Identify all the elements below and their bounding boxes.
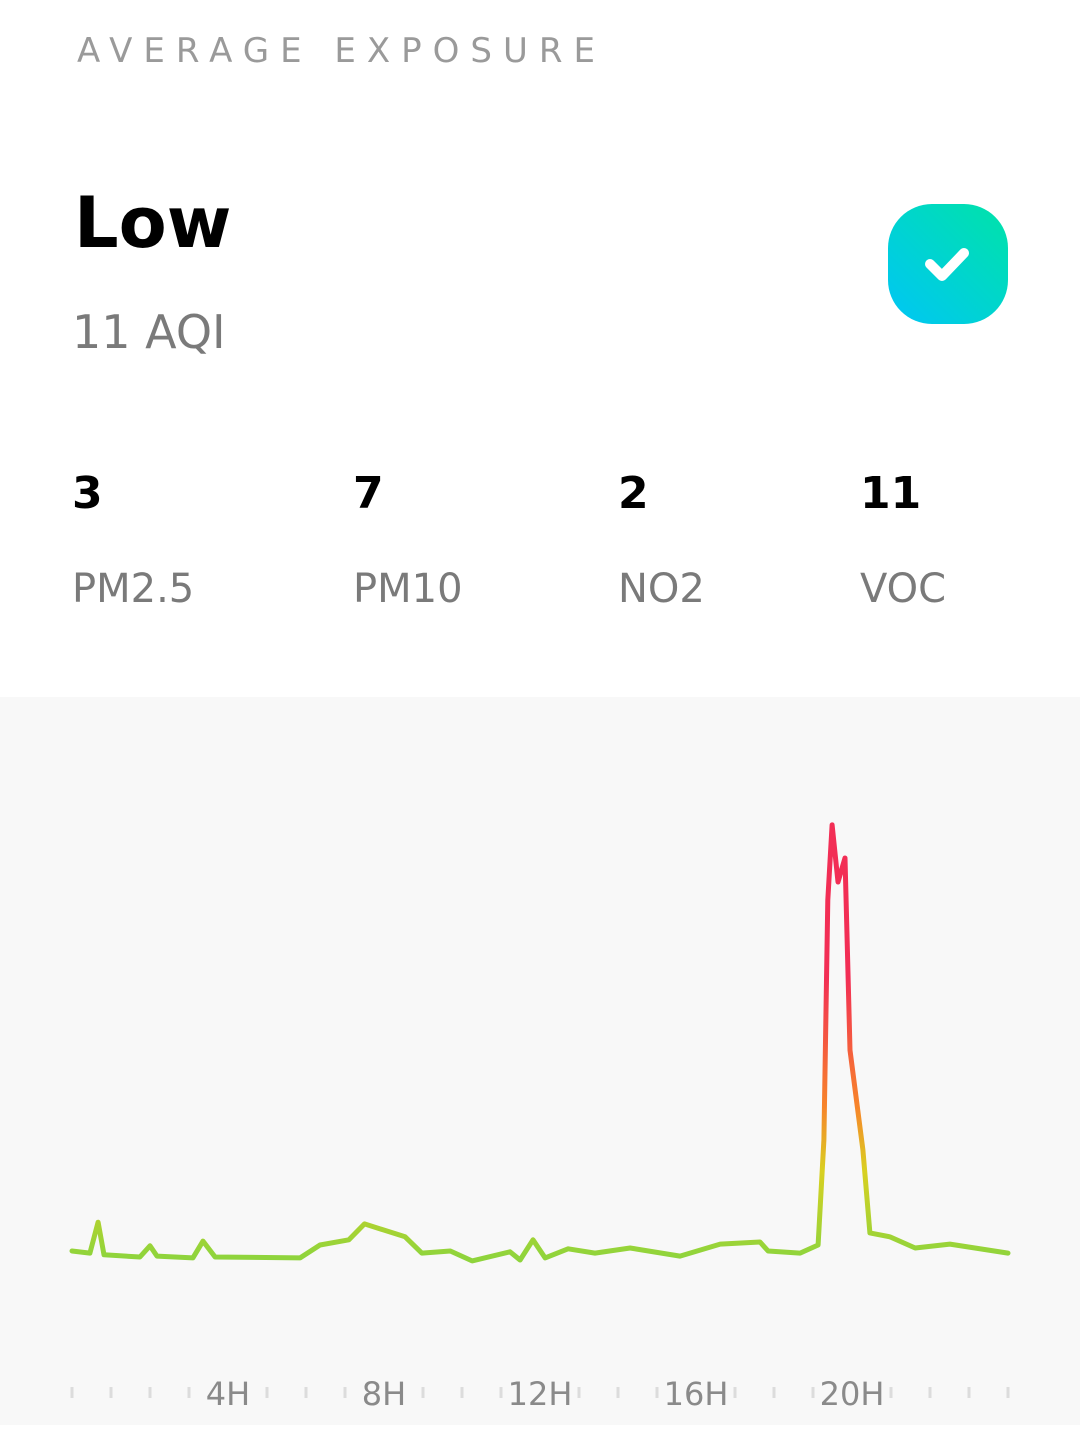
section-title: AVERAGE EXPOSURE bbox=[77, 31, 606, 71]
x-tick-label: 20H bbox=[820, 1375, 885, 1413]
level: Low bbox=[74, 182, 231, 264]
metric-label: PM10 bbox=[353, 566, 463, 612]
metric-value: 3 bbox=[72, 468, 103, 519]
x-tick-label: 12H bbox=[508, 1375, 573, 1413]
metric-label: NO2 bbox=[618, 566, 705, 612]
chart-background bbox=[0, 697, 1080, 1425]
check-icon bbox=[925, 248, 969, 281]
chart: 4H 8H 12H 16H 20H bbox=[69, 822, 1011, 1413]
x-tick-label: 8H bbox=[362, 1375, 406, 1413]
metrics: 3 PM2.5 7 PM10 2 NO2 11 VOC bbox=[72, 468, 946, 612]
aqi: 11 AQI bbox=[72, 305, 226, 359]
x-tick-label: 4H bbox=[206, 1375, 250, 1413]
metric-label: PM2.5 bbox=[72, 566, 194, 612]
metric-value: 7 bbox=[353, 468, 384, 519]
metric-value: 2 bbox=[618, 468, 649, 519]
metric-label: VOC bbox=[860, 566, 946, 612]
metric-value: 11 bbox=[860, 468, 921, 519]
aqi-line bbox=[69, 822, 1011, 1264]
x-tick-label: 16H bbox=[664, 1375, 729, 1413]
